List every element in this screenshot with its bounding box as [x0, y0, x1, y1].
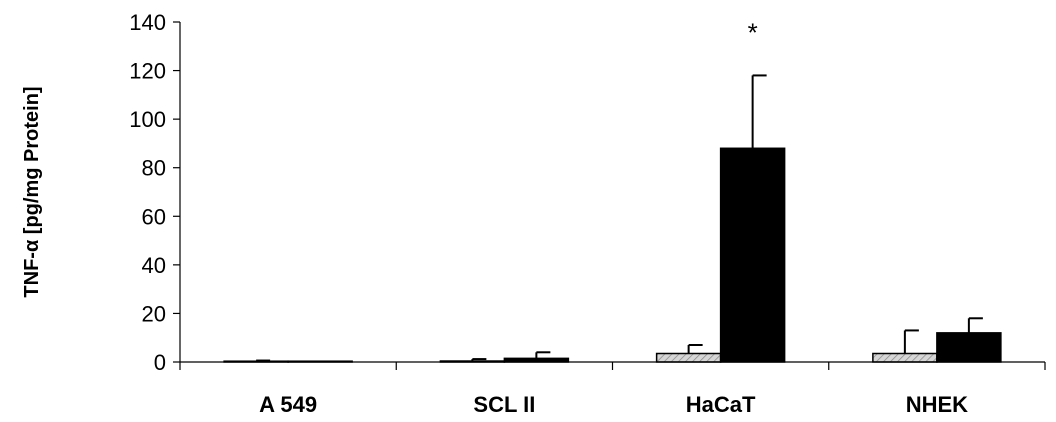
- x-category-label: A 549: [259, 392, 317, 417]
- y-tick-label: 80: [142, 156, 166, 181]
- x-category-label: SCL II: [473, 392, 535, 417]
- y-tick-label: 20: [142, 301, 166, 326]
- significance-marker: *: [748, 17, 758, 47]
- y-tick-label: 100: [129, 107, 166, 132]
- annotations: *: [748, 17, 758, 47]
- x-axis-category-labels: A 549 SCL II HaCaT NHEK: [259, 392, 968, 417]
- y-tick-label: 120: [129, 59, 166, 84]
- bar-series-1: [655, 352, 722, 363]
- bar-series-1: [872, 352, 938, 363]
- y-axis-title: TNF-α [pg/mg Protein]: [21, 86, 43, 297]
- bar-series-2: [936, 332, 1002, 363]
- y-tick-label: 0: [154, 350, 166, 375]
- x-category-label: NHEK: [906, 392, 968, 417]
- y-axis-ticks: [173, 21, 180, 363]
- bar-series-2: [719, 147, 786, 363]
- x-category-label: HaCaT: [686, 392, 756, 417]
- error-bars: [255, 74, 983, 363]
- y-axis-tick-labels: 0 20 40 60 80 100 120 140: [129, 10, 166, 375]
- y-tick-label: 140: [129, 10, 166, 35]
- x-axis-ticks: [179, 362, 1046, 370]
- y-tick-label: 40: [142, 253, 166, 278]
- y-tick-label: 60: [142, 204, 166, 229]
- bars: [223, 147, 1002, 363]
